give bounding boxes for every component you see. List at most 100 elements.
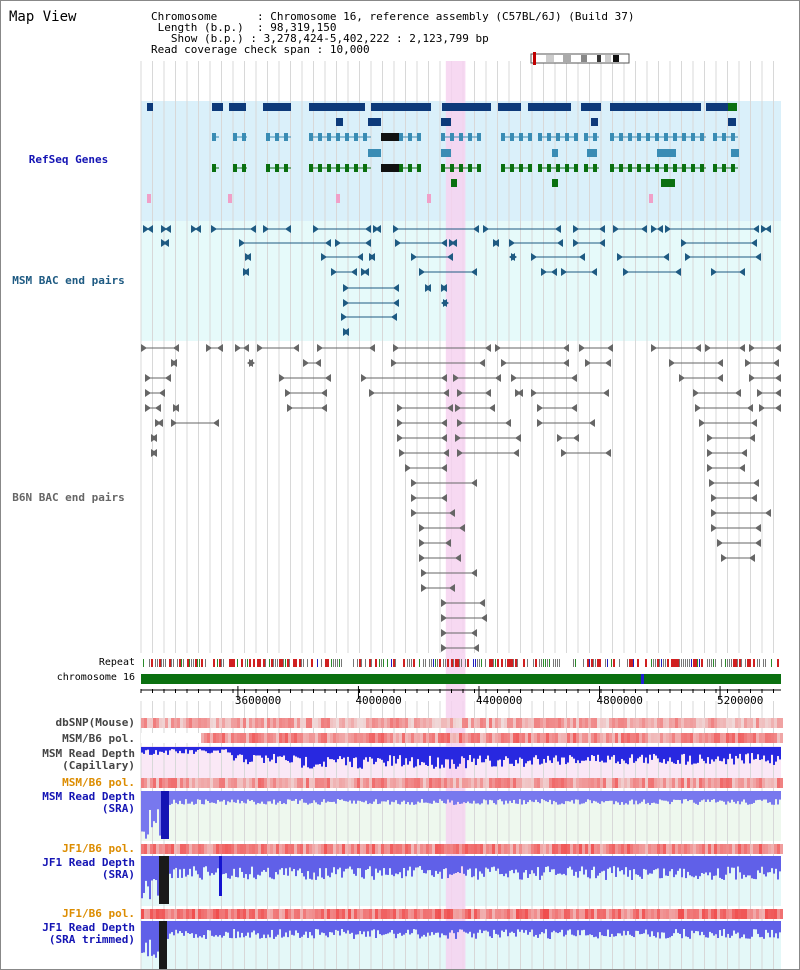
track-label-b6n-bac[interactable]: B6N BAC end pairs	[12, 491, 125, 504]
read-depth-bar	[779, 791, 781, 800]
b6n-bac-pair-end	[206, 344, 212, 352]
read-depth-bar	[587, 921, 589, 936]
polymorphism-cell	[540, 718, 543, 728]
polymorphism-cell	[333, 718, 336, 728]
read-depth-bar	[603, 921, 605, 937]
track-label-msm-depth-sra[interactable]: MSM Read Depth (SRA)	[42, 791, 135, 815]
read-depth-bar	[453, 921, 455, 934]
read-depth-bar	[327, 791, 329, 802]
read-depth-bar	[537, 921, 539, 938]
polymorphism-cell	[444, 844, 447, 854]
polymorphism-cell	[609, 844, 612, 854]
read-depth-bar	[305, 747, 307, 757]
polymorphism-cell	[273, 909, 276, 919]
read-depth-bar	[609, 921, 611, 937]
polymorphism-cell	[213, 778, 216, 788]
polymorphism-cell	[777, 718, 780, 728]
read-depth-bar	[743, 856, 745, 875]
read-depth-bar	[715, 921, 717, 935]
polymorphism-cell	[411, 733, 414, 743]
polymorphism-cell	[699, 909, 702, 919]
polymorphism-cell	[216, 778, 219, 788]
polymorphism-cell	[378, 844, 381, 854]
read-depth-bar	[523, 856, 525, 873]
polymorphism-cell	[282, 909, 285, 919]
track-label-msm-b6-pol-2[interactable]: MSM/B6 pol.	[62, 776, 135, 789]
read-depth-bar	[551, 791, 553, 805]
polymorphism-cell	[504, 778, 507, 788]
polymorphism-cell	[696, 733, 699, 743]
read-depth-bar	[687, 856, 689, 872]
polymorphism-cell	[513, 909, 516, 919]
read-depth-bar	[353, 791, 355, 801]
polymorphism-cell	[729, 733, 732, 743]
polymorphism-cell	[642, 844, 645, 854]
msm-bac-pair-end	[493, 239, 499, 247]
read-depth-bar	[209, 747, 211, 754]
b6n-bac-pair-end	[441, 614, 447, 622]
read-depth-bar	[223, 791, 225, 800]
show-label: Show (b.p.)	[170, 32, 244, 45]
polymorphism-cell	[765, 844, 768, 854]
read-depth-bar	[453, 791, 455, 805]
track-label-jf1-depth-sra[interactable]: JF1 Read Depth (SRA)	[42, 857, 135, 881]
polymorphism-cell	[423, 844, 426, 854]
track-label-jf1-b6-pol-2[interactable]: JF1/B6 pol.	[62, 907, 135, 920]
read-depth-bar	[665, 921, 667, 939]
read-depth-bar	[717, 921, 719, 939]
gene-exon	[593, 164, 597, 172]
polymorphism-cell	[672, 718, 675, 728]
read-depth-bar	[701, 856, 703, 873]
read-depth-bar	[375, 747, 377, 762]
read-depth-bar	[475, 921, 477, 939]
b6n-bac-pair-end	[579, 344, 585, 352]
read-depth-bar	[557, 921, 559, 934]
repeat-mark	[727, 659, 728, 667]
read-depth-bar	[587, 747, 589, 758]
read-depth-bar	[489, 856, 491, 872]
read-depth-bar	[299, 856, 301, 869]
read-depth-bar	[759, 921, 761, 938]
repeat-mark	[413, 659, 415, 667]
track-label-refseq[interactable]: RefSeq Genes	[28, 153, 109, 166]
polymorphism-cell	[462, 733, 465, 743]
track-label-msm-bac[interactable]: MSM BAC end pairs	[12, 274, 125, 287]
polymorphism-cell	[252, 718, 255, 728]
read-depth-bar	[233, 856, 235, 869]
read-depth-bar	[583, 921, 585, 930]
msm-bac-pair-end	[441, 299, 447, 307]
track-label-dbsnp[interactable]: dbSNP(Mouse)	[55, 716, 135, 729]
repeat-mark	[745, 659, 746, 667]
read-depth-bar	[699, 921, 701, 936]
polymorphism-cell	[492, 909, 495, 919]
read-depth-bar	[205, 856, 207, 867]
read-depth-bar	[519, 747, 521, 758]
polymorphism-cell	[540, 909, 543, 919]
repeat-mark	[197, 659, 198, 667]
polymorphism-cell	[270, 909, 273, 919]
polymorphism-cell	[330, 778, 333, 788]
polymorphism-cell	[585, 733, 588, 743]
span-value: 10,000	[329, 43, 370, 56]
polymorphism-cell	[405, 733, 408, 743]
track-label-jf1-b6-pol[interactable]: JF1/B6 pol.	[62, 842, 135, 855]
read-depth-bar	[409, 747, 411, 762]
read-depth-bar	[561, 856, 563, 875]
b6n-bac-pair-end	[441, 464, 447, 472]
track-label-msm-b6-pol[interactable]: MSM/B6 pol.	[62, 732, 135, 745]
polymorphism-cell	[261, 909, 264, 919]
read-depth-bar	[273, 791, 275, 800]
axis-tick-label: 4800000	[596, 694, 643, 707]
msm-bac-pair-end	[250, 225, 256, 233]
track-label-jf1-depth-trimmed[interactable]: JF1 Read Depth (SRA trimmed)	[42, 922, 135, 946]
read-depth-bar	[185, 747, 187, 750]
b6n-bac-pair-end	[455, 404, 461, 412]
track-label-msm-depth-capillary[interactable]: MSM Read Depth (Capillary)	[42, 748, 135, 772]
read-depth-bar	[575, 856, 577, 872]
read-depth-bar	[403, 791, 405, 801]
read-depth-bar	[217, 856, 219, 869]
read-depth-bar	[611, 747, 613, 757]
repeat-mark	[675, 659, 677, 667]
read-depth-bar	[291, 791, 293, 801]
